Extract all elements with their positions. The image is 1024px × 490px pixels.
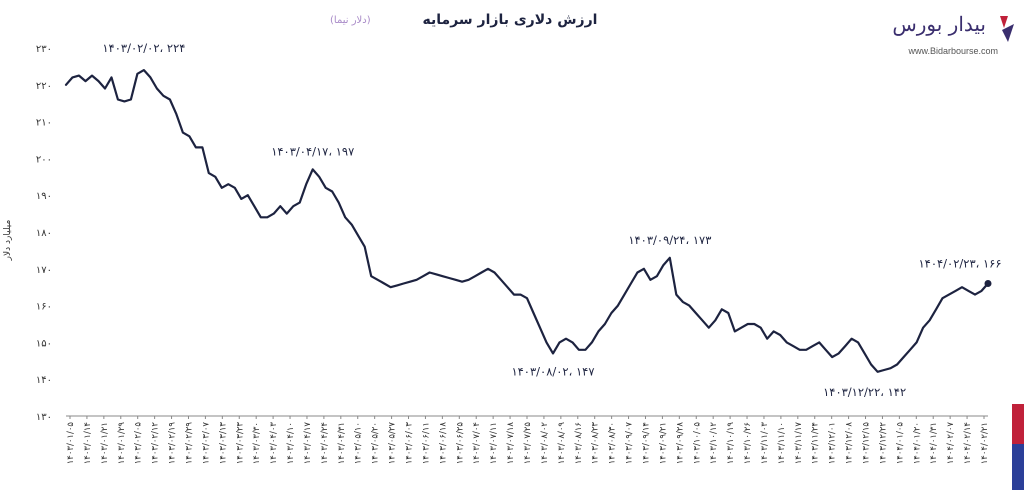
x-tick-label: ۱۴۰۳/۰۱/۰۵ [66,422,76,465]
x-tick-label: ۱۴۰۴/۰۲/۲۱ [980,422,990,464]
annotation-label: ۱۴۰۳/۰۹/۲۴، ۱۷۳ [628,233,711,247]
annotation-label: ۱۴۰۳/۱۲/۲۲، ۱۴۲ [823,385,906,399]
x-tick-label: ۱۴۰۴/۰۱/۲۰ [912,422,922,464]
y-tick-label: ۱۵۰ [36,338,52,349]
x-tick-label: ۱۴۰۳/۰۲/۰۵ [134,422,144,465]
annotation-label: ۱۴۰۴/۰۲/۲۳، ۱۶۶ [918,257,1001,271]
x-tick-label: ۱۴۰۳/۰۴/۳۱ [337,422,347,464]
x-tick-label: ۱۴۰۳/۱۰/۲۶ [743,422,753,464]
x-tick-label: ۱۴۰۳/۰۱/۲۱ [100,422,110,464]
x-tick-label: ۱۴۰۳/۱۲/۰۱ [828,422,838,464]
x-tick-label: ۱۴۰۳/۰۱/۲۹ [117,422,127,465]
x-tick-label: ۱۴۰۳/۰۵/۲۷ [388,422,398,465]
x-tick-label: ۱۴۰۳/۱۱/۲۴ [811,422,821,464]
x-tick-label: ۱۴۰۳/۰۲/۱۲ [151,422,161,465]
last-point-marker [984,280,992,288]
x-tick-label: ۱۴۰۳/۱۱/۱۷ [794,422,804,465]
x-tick-label: ۱۴۰۳/۰۷/۲۵ [523,422,533,465]
chart-title: ارزش دلاری بازار سرمایه [422,12,598,28]
annotation-label: ۱۴۰۳/۰۸/۰۲، ۱۴۷ [511,364,594,378]
x-tick-label: ۱۴۰۳/۰۸/۰۹ [557,422,567,465]
annotation-label: ۱۴۰۳/۰۲/۰۲، ۲۲۴ [102,41,185,55]
x-tick-label: ۱۴۰۳/۰۳/۲۳ [235,422,245,465]
x-tick-label: ۱۴۰۳/۰۱/۱۴ [83,422,93,464]
y-tick-label: ۱۷۰ [36,265,52,276]
x-tick-label: ۱۴۰۳/۰۳/۳۰ [252,422,262,464]
brand-mark-icon [1000,16,1014,42]
x-tick-label: ۱۴۰۳/۰۲/۲۹ [184,422,194,465]
y-tick-label: ۱۶۰ [36,302,52,313]
x-tick-label: ۱۴۰۳/۰۵/۲۰ [371,422,381,464]
x-tick-label: ۱۴۰۴/۰۱/۰۵ [895,422,905,465]
x-tick-label: ۱۴۰۳/۱۰/۱۲ [709,422,719,465]
x-tick-label: ۱۴۰۳/۰۵/۱۰ [354,422,364,464]
y-tick-label: ۱۳۰ [36,412,52,423]
y-tick-label: ۲۱۰ [36,118,52,129]
x-tick-label: ۱۴۰۳/۰۹/۰۷ [625,422,635,465]
x-tick-label: ۱۴۰۳/۰۸/۰۲ [540,422,550,465]
y-tick-label: ۲۲۰ [36,81,52,92]
x-tick-label: ۱۴۰۳/۰۹/۲۱ [658,422,668,464]
y-tick-label: ۱۸۰ [36,228,52,239]
x-tick-label: ۱۴۰۳/۱۲/۱۵ [862,422,872,465]
brand-name: بیدار بورس [892,12,986,36]
x-tick-label: ۱۴۰۳/۱۲/۲۲ [878,422,888,465]
edge-accent-red [1012,404,1024,444]
x-tick-label: ۱۴۰۳/۰۲/۱۹ [168,422,178,465]
x-tick-label: ۱۴۰۳/۱۱/۱۰ [777,422,787,464]
x-tick-label: ۱۴۰۳/۰۸/۲۳ [591,422,601,465]
y-tick-label: ۱۴۰ [36,375,52,386]
y-tick-label: ۲۳۰ [36,44,52,55]
x-tick-label: ۱۴۰۳/۰۴/۱۷ [303,422,313,465]
x-tick-label: ۱۴۰۳/۱۰/۱۹ [726,422,736,465]
chart-subtitle: (دلار نیما) [330,15,371,26]
x-tick-label: ۱۴۰۴/۰۱/۳۱ [929,422,939,464]
x-tick-label: ۱۴۰۳/۰۸/۱۶ [574,422,584,464]
x-tick-label: ۱۴۰۳/۱۰/۰۵ [692,422,702,465]
x-tick-label: ۱۴۰۳/۰۹/۲۸ [675,422,685,465]
x-tick-label: ۱۴۰۳/۱۱/۰۳ [760,422,770,465]
x-tick-label: ۱۴۰۳/۰۶/۰۳ [405,422,415,465]
x-tick-label: ۱۴۰۳/۰۷/۰۴ [472,422,482,464]
y-tick-label: ۱۹۰ [36,191,52,202]
x-tick-label: ۱۴۰۳/۰۳/۱۳ [218,422,228,465]
series-line [64,69,990,373]
x-tick-label: ۱۴۰۳/۰۶/۱۸ [438,422,448,465]
x-tick-label: ۱۴۰۳/۰۳/۰۷ [201,422,211,465]
x-tick-label: ۱۴۰۳/۰۷/۱۱ [489,422,499,464]
x-tick-label: ۱۴۰۳/۱۲/۰۸ [845,422,855,465]
x-tick-label: ۱۴۰۳/۰۴/۰۳ [269,422,279,465]
annotation-label: ۱۴۰۳/۰۴/۱۷، ۱۹۷ [271,144,354,158]
brand-url: www.Bidarbourse.com [908,46,998,56]
x-tick-label: ۱۴۰۳/۰۸/۳۰ [608,422,618,464]
x-tick-label: ۱۴۰۳/۰۷/۱۸ [506,422,516,465]
x-tick-label: ۱۴۰۳/۰۹/۱۴ [641,422,651,464]
x-tick-label: ۱۴۰۳/۰۴/۲۴ [320,422,330,464]
x-tick-label: ۱۴۰۳/۰۶/۱۱ [421,422,431,464]
x-tick-label: ۱۴۰۳/۰۶/۲۵ [455,422,465,465]
y-tick-label: ۲۰۰ [36,154,52,165]
x-tick-label: ۱۴۰۴/۰۲/۱۴ [963,422,973,464]
edge-accent-blue [1012,444,1024,490]
x-tick-label: ۱۴۰۳/۰۴/۱۰ [286,422,296,464]
x-tick-label: ۱۴۰۴/۰۲/۰۷ [946,422,956,465]
brand-logo: بیدار بورس www.Bidarbourse.com [868,8,1018,64]
